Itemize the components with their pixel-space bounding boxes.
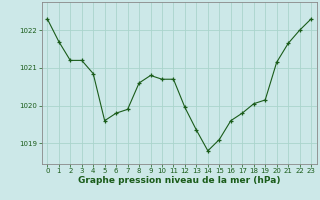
X-axis label: Graphe pression niveau de la mer (hPa): Graphe pression niveau de la mer (hPa)	[78, 176, 280, 185]
